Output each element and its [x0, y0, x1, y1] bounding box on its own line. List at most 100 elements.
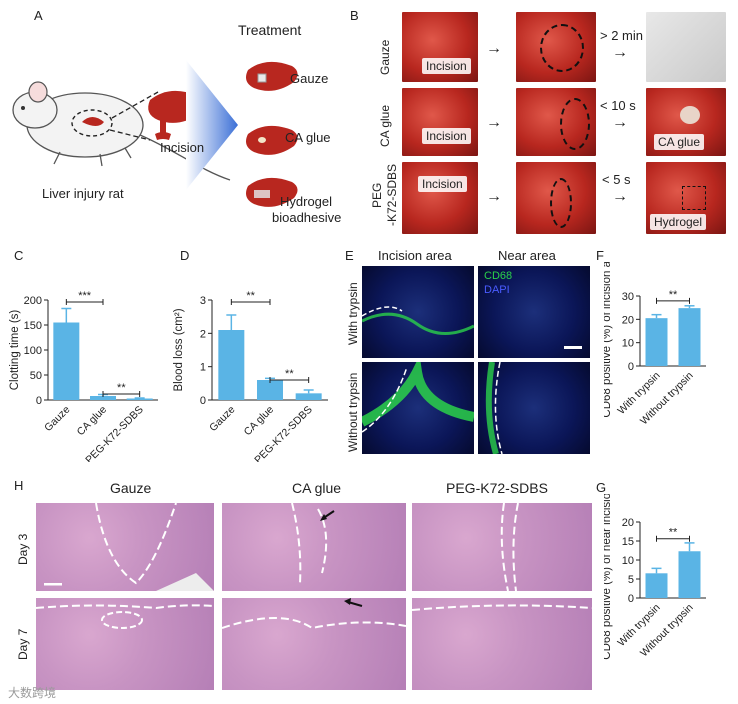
significance-label: **: [246, 290, 255, 302]
photo-gauze-applied: [516, 12, 596, 82]
row-label-day3: Day 3: [16, 533, 30, 565]
treatment-gauze: Gauze: [290, 71, 329, 86]
photo-gauze-incision: Incision: [402, 12, 478, 82]
y-tick-label: 100: [24, 345, 42, 357]
bar: [645, 573, 668, 598]
col-label-near: Near area: [498, 248, 556, 263]
treatment-title: Treatment: [238, 22, 302, 38]
col-label-peg: PEG-K72-SDBS: [446, 480, 548, 496]
y-tick-label: 15: [622, 536, 634, 548]
x-tick-label: Gauze: [42, 404, 72, 434]
y-axis-label: CD68 positive (%) of incision area: [604, 262, 613, 418]
treatment-ca-glue: CA glue: [285, 130, 331, 145]
process-arrow-icon: [186, 60, 238, 190]
y-tick-label: 150: [24, 320, 42, 332]
photo-peg-result: Hydrogel: [646, 162, 726, 234]
photo-peg-applied: [516, 162, 596, 234]
y-axis-label: Blood loss (cm²): [173, 308, 185, 391]
treatment-liver-icons: [246, 61, 298, 207]
y-tick-label: 200: [24, 295, 42, 307]
bar: [678, 308, 701, 366]
fluor-without-near: [478, 362, 590, 454]
significance-label: ***: [78, 290, 92, 302]
time-ca: < 10 s: [600, 98, 636, 113]
fluor-with-near: CD68 DAPI: [478, 266, 590, 358]
time-gauze: > 2 min: [600, 28, 643, 43]
row-label-gauze: Gauze: [378, 39, 392, 76]
row-label-ca-glue: CA glue: [378, 104, 392, 148]
he-gauze-day3: [36, 503, 214, 591]
hydrogel-tag: Hydrogel: [650, 214, 707, 230]
bar: [218, 330, 245, 400]
panel-a-schematic: [12, 60, 298, 207]
photo-peg-incision: Incision: [402, 162, 478, 234]
y-tick-label: 2: [200, 328, 206, 340]
panel-label-d: D: [180, 248, 190, 263]
arrow-icon: →: [612, 188, 628, 205]
y-tick-label: 30: [622, 291, 634, 303]
ca-glue-tag: CA glue: [654, 134, 705, 150]
bar: [645, 318, 668, 366]
bar: [90, 396, 116, 400]
treatment-hydrogel: Hydrogel: [280, 194, 333, 209]
bar: [257, 380, 283, 400]
significance-label: **: [669, 527, 678, 539]
bar: [295, 393, 322, 400]
chart-cd68-near: 0 5 10 15 20 CD68 positive (%) of near incisi…: [604, 494, 706, 660]
rat-illustration: [12, 81, 231, 181]
panel-label-a: A: [34, 8, 43, 23]
scale-bar: [564, 346, 582, 349]
watermark: 大数跨境: [8, 686, 57, 700]
col-label-ca-glue: CA glue: [292, 480, 342, 496]
y-tick-label: 3: [200, 295, 206, 307]
significance-label: **: [117, 382, 126, 394]
x-tick-label: Gauze: [207, 404, 237, 434]
arrow-icon: →: [486, 188, 502, 205]
photo-ca-applied: [516, 88, 596, 156]
arrow-icon: →: [612, 44, 628, 61]
panel-label-g: G: [596, 480, 607, 495]
row-label-peg-2: -K72-SDBS: [385, 163, 399, 227]
y-tick-label: 10: [622, 338, 634, 350]
chart-cd68-incision: 0 10 20 30 CD68 positive (%) of incision are…: [604, 262, 706, 427]
y-tick-label: 0: [200, 395, 206, 407]
he-ca-day7: [222, 598, 406, 690]
y-tick-label: 1: [200, 362, 206, 374]
significance-label: **: [669, 289, 678, 301]
y-tick-label: 0: [628, 361, 634, 373]
he-peg-day3: [412, 503, 592, 591]
photo-ca-incision: Incision: [402, 88, 478, 156]
bar: [678, 551, 701, 598]
row-label-day7: Day 7: [16, 628, 30, 660]
row-label-peg-1: PEG: [370, 182, 384, 208]
panel-label-b: B: [350, 8, 359, 23]
row-label-without-trypsin: Without trypsin: [346, 372, 360, 452]
col-label-gauze: Gauze: [110, 480, 152, 496]
arrow-icon: →: [612, 114, 628, 131]
bar: [53, 322, 80, 400]
fluor-with-incision: [362, 266, 474, 358]
arrow-icon: →: [486, 114, 502, 131]
incision-tag: Incision: [418, 176, 467, 192]
bar: [126, 398, 153, 400]
incision-tag: Incision: [422, 58, 471, 74]
photo-ca-result: CA glue: [646, 88, 726, 156]
y-tick-label: 0: [36, 395, 42, 407]
photo-gauze-result: [646, 12, 726, 82]
he-gauze-day7: [36, 598, 214, 690]
legend-dapi: DAPI: [484, 284, 510, 296]
incision-tag: Incision: [422, 128, 471, 144]
x-tick-label: CA glue: [242, 404, 277, 439]
fluor-without-incision: [362, 362, 474, 454]
panel-label-e: E: [345, 248, 354, 263]
he-ca-day3: [222, 503, 406, 591]
y-axis-label: Clotting time (s): [9, 310, 21, 391]
y-tick-label: 10: [622, 555, 634, 567]
scale-bar: [44, 583, 62, 586]
row-label-with-trypsin: With trypsin: [346, 282, 360, 346]
y-tick-label: 20: [622, 314, 634, 326]
col-label-incision: Incision area: [378, 248, 452, 263]
panel-label-h: H: [14, 478, 24, 493]
